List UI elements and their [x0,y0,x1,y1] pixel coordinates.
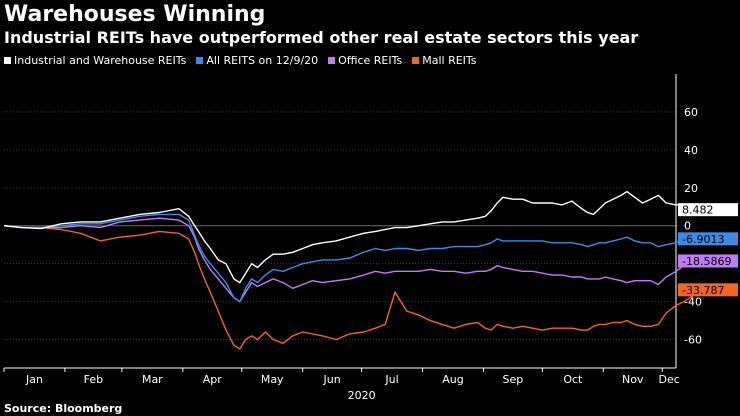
end-value-badge-1 [678,232,738,246]
chart-title: Warehouses Winning [4,2,266,27]
series-line-3 [3,225,710,350]
y-tick-label: 0 [684,220,691,233]
x-tick-label: Aug [442,373,463,386]
y-tick-label: 60 [684,106,698,119]
end-value-badge-0 [678,203,738,217]
x-tick-label: Dec [658,373,679,386]
x-tick-label: Mar [142,373,163,386]
legend-label-mall: Mall REITs [422,54,477,67]
legend-item-industrial: Industrial and Warehouse REITs [4,54,186,67]
y-tick-label: 40 [684,144,698,157]
x-tick-label: Oct [563,373,583,386]
legend-swatch-industrial [4,57,11,64]
x-tick-label: May [261,373,284,386]
chart-subtitle: Industrial REITs have outperformed other… [4,28,639,47]
y-tick-label: 20 [684,182,698,195]
x-tick-label: Jul [384,373,398,386]
legend-item-mall: Mall REITs [412,54,477,67]
legend-label-all-reits: All REITS on 12/9/20 [206,54,319,67]
legend-item-all-reits: All REITS on 12/9/20 [196,54,318,67]
legend-swatch-office [328,57,336,64]
legend-swatch-all-reits [196,57,204,64]
x-tick-label: Feb [84,373,103,386]
x-tick-label: Apr [203,373,223,386]
source-note: Source: Bloomberg [4,402,123,415]
series-line-0 [3,190,710,284]
x-tick-label: Jan [25,373,43,386]
x-tick-label: Jun [323,373,341,386]
end-value-label-1: -6.9013 [682,233,724,246]
x-axis-year-label: 2020 [348,389,376,402]
end-value-label-2: -18.5869 [682,255,731,268]
end-value-label-3: -33.787 [682,284,724,297]
legend-item-office: Office REITs [328,54,402,67]
legend-label-office: Office REITs [338,54,403,67]
y-tick-label: -60 [684,334,702,347]
end-value-badge-2 [678,254,738,268]
legend: Industrial and Warehouse REITs All REITS… [4,54,477,67]
end-value-label-0: 8.482 [682,204,714,217]
x-tick-label: Sep [503,373,524,386]
series-line-2 [3,217,710,303]
legend-swatch-mall [412,57,420,64]
y-tick-label: -40 [684,296,702,309]
x-tick-label: Nov [622,373,644,386]
legend-label-industrial: Industrial and Warehouse REITs [14,54,187,67]
end-value-badge-3 [678,283,738,297]
series-line-1 [3,213,710,303]
